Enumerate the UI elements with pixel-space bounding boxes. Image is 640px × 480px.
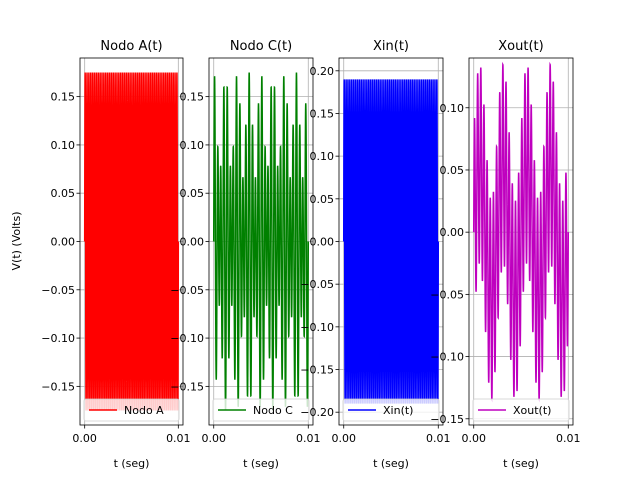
y-tick-label: −0.10 [430, 351, 464, 364]
subplot-3: −0.20 −0.15 −0.10 −0.05 0.00 0.05 0.10 0.15 0.20… [300, 39, 450, 470]
y-tick-label: 0.00 [180, 236, 205, 249]
legend-box [83, 398, 180, 422]
y-tick-label: 0.10 [51, 139, 76, 152]
x-tick-label: 0.01 [166, 432, 191, 445]
legend-label: Xout(t) [513, 404, 551, 417]
subplot-title: Xin(t) [373, 39, 409, 54]
y-tick-label: −0.15 [430, 413, 464, 426]
legend-box [472, 398, 570, 422]
series-line-1 [472, 61, 570, 403]
y-tick-label: −0.15 [300, 364, 334, 377]
legend-label: Nodo A [124, 404, 164, 417]
subplot-title: Xout(t) [498, 39, 543, 54]
y-tick-label: 0.05 [51, 187, 76, 200]
y-tick-label: 0.05 [440, 164, 465, 177]
subplot-1: −0.15 −0.10 −0.05 0.00 0.05 0.10 0.15 0.00 0.01 N… [41, 39, 190, 470]
y-tick-label: 0.10 [440, 102, 465, 115]
legend-label: Nodo C [253, 404, 293, 417]
y-tick-label: 0.00 [440, 226, 465, 239]
y-tick-label: −0.15 [41, 380, 75, 393]
subplots: −0.15 −0.10 −0.05 0.00 0.05 0.10 0.15 0.00 0.01 N… [41, 39, 580, 470]
x-axis-label: t (seg) [114, 457, 150, 470]
y-tick-label: 0.15 [180, 91, 205, 104]
subplot-4: −0.15 −0.10 −0.05 0.00 0.05 0.10 0.00 0.01 Xout(… [430, 39, 580, 470]
x-tick-label: 0.00 [331, 432, 356, 445]
y-tick-label: 0.05 [310, 193, 335, 206]
legend: Xout(t) [472, 398, 570, 422]
x-tick-label: 0.01 [296, 432, 321, 445]
x-tick-label: 0.01 [556, 432, 581, 445]
subplot-title: Nodo A(t) [100, 39, 162, 54]
x-tick-label: 0.01 [426, 432, 451, 445]
x-tick-label: 0.00 [461, 432, 486, 445]
x-axis-label: t (seg) [373, 457, 409, 470]
y-tick-label: −0.15 [170, 380, 204, 393]
y-tick-label: −0.05 [41, 284, 75, 297]
legend: Xin(t) [342, 398, 440, 422]
y-tick-label: −0.05 [300, 278, 334, 291]
y-tick-label: −0.05 [170, 284, 204, 297]
y-tick-label: −0.10 [170, 332, 204, 345]
y-tick-label: 0.20 [310, 65, 335, 78]
legend-label: Xin(t) [383, 404, 413, 417]
x-tick-label: 0.00 [72, 432, 97, 445]
series-line-1 [212, 72, 310, 411]
y-tick-label: 0.15 [310, 107, 335, 120]
subplot-title: Nodo C(t) [230, 39, 292, 54]
x-tick-label: 0.00 [201, 432, 226, 445]
series-line-1 [83, 72, 180, 411]
y-tick-label: −0.05 [430, 288, 464, 301]
y-tick-label: 0.10 [180, 139, 205, 152]
legend-box [212, 398, 310, 422]
y-tick-label: 0.00 [310, 236, 335, 249]
legend: Nodo A [83, 398, 180, 422]
y-tick-label: 0.05 [180, 187, 205, 200]
x-axis-label: t (seg) [503, 457, 539, 470]
axes-frame [468, 57, 574, 426]
legend: Nodo C [212, 398, 310, 422]
y-tick-label: 0.10 [310, 150, 335, 163]
y-tick-label: −0.20 [300, 406, 334, 419]
x-axis-label: t (seg) [243, 457, 279, 470]
y-tick-label: 0.15 [51, 91, 76, 104]
legend-box [342, 398, 440, 422]
y-tick-label: −0.10 [41, 332, 75, 345]
y-tick-label: −0.10 [300, 321, 334, 334]
y-tick-label: 0.00 [51, 236, 76, 249]
figure-ylabel: V(t) (Volts) [10, 211, 23, 270]
subplot-2: −0.15 −0.10 −0.05 0.00 0.05 0.10 0.15 0.00 0.01 N… [170, 39, 320, 470]
series-line-1 [342, 79, 440, 404]
